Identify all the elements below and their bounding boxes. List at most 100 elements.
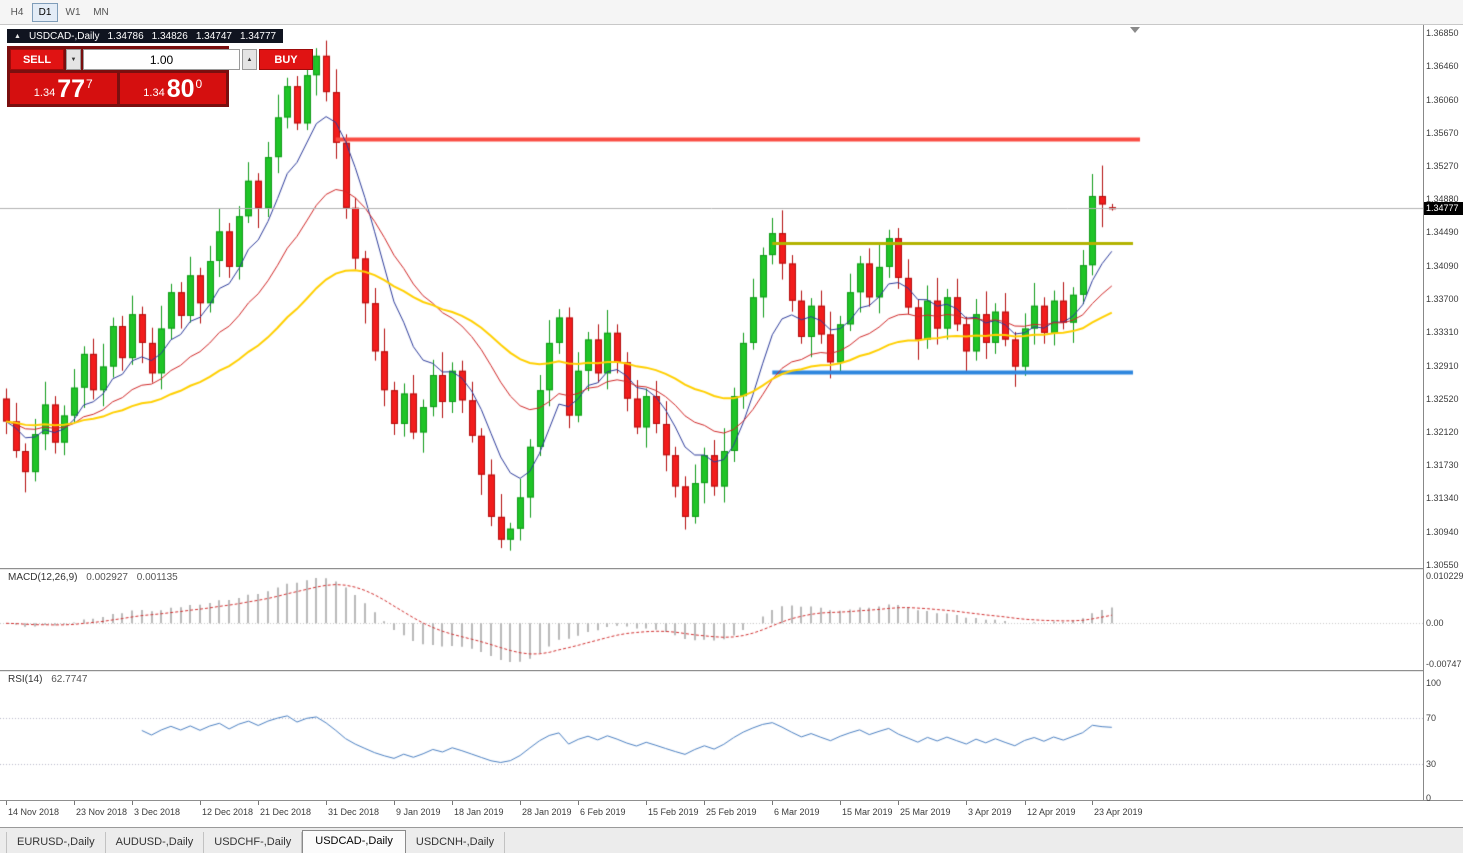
chevron-down-icon: ▼ bbox=[70, 56, 77, 63]
timeframe-toolbar: H4 D1 W1 MN bbox=[0, 0, 1463, 25]
date-axis-label: 3 Dec 2018 bbox=[134, 807, 181, 817]
price-axis-label: 1.33700 bbox=[1426, 294, 1459, 304]
price-axis-label: 1.35270 bbox=[1426, 161, 1459, 171]
price-axis-label: 1.36850 bbox=[1426, 28, 1459, 38]
date-axis-label: 9 Jan 2019 bbox=[396, 807, 441, 817]
macd-label: MACD(12,26,9) 0.002927 0.001135 bbox=[8, 572, 178, 583]
volume-input[interactable] bbox=[83, 49, 240, 70]
ohlc-high: 1.34826 bbox=[151, 30, 188, 42]
chevron-up-icon: ▲ bbox=[246, 56, 253, 63]
price-axis-label: 1.34490 bbox=[1426, 227, 1459, 237]
sell-price-main: 77 bbox=[57, 75, 86, 103]
current-price-badge: 1.34777 bbox=[1424, 202, 1463, 215]
timeframe-button-h4[interactable]: H4 bbox=[10, 6, 24, 18]
time-axis-tick bbox=[200, 801, 201, 805]
buy-price-big: 1.34 bbox=[143, 87, 165, 99]
date-axis-label: 25 Mar 2019 bbox=[900, 807, 951, 817]
time-axis-tick bbox=[840, 801, 841, 805]
date-axis-label: 12 Dec 2018 bbox=[202, 807, 254, 817]
time-axis-tick bbox=[74, 801, 75, 805]
tab-eurusd-daily[interactable]: EURUSD-,Daily bbox=[6, 832, 106, 853]
timeframe-button-w1[interactable]: W1 bbox=[65, 6, 81, 18]
tab-audusd-daily[interactable]: AUDUSD-,Daily bbox=[106, 832, 205, 853]
symbol-title: USDCAD-,Daily bbox=[28, 30, 100, 42]
price-axis-label: 1.32520 bbox=[1426, 394, 1459, 404]
macd-name: MACD(12,26,9) bbox=[8, 572, 78, 583]
panel-splitter[interactable] bbox=[0, 568, 1463, 570]
macd-value: 0.002927 bbox=[86, 572, 128, 583]
buy-price-display[interactable]: 1.34 80 0 bbox=[119, 73, 226, 104]
price-axis-label: 1.35670 bbox=[1426, 128, 1459, 138]
date-axis-label: 23 Apr 2019 bbox=[1094, 807, 1143, 817]
date-axis-label: 31 Dec 2018 bbox=[328, 807, 380, 817]
buy-button[interactable]: BUY bbox=[259, 49, 313, 70]
volume-increase-button[interactable]: ▲ bbox=[242, 49, 257, 70]
rsi-axis-label: 30 bbox=[1426, 759, 1437, 769]
time-axis-tick bbox=[258, 801, 259, 805]
ohlc-open: 1.34786 bbox=[107, 30, 144, 42]
price-axis[interactable]: 1.36850 1.36460 1.36060 1.35670 1.35270 1.348… bbox=[1423, 25, 1463, 803]
time-axis-tick bbox=[326, 801, 327, 805]
time-axis-tick bbox=[1025, 801, 1026, 805]
date-axis-label: 3 Apr 2019 bbox=[968, 807, 1012, 817]
ohlc-close: 1.34777 bbox=[239, 30, 277, 42]
price-axis-label: 1.34090 bbox=[1426, 261, 1459, 271]
time-axis-tick bbox=[394, 801, 395, 805]
rsi-name: RSI(14) bbox=[8, 674, 43, 685]
date-axis-label: 25 Feb 2019 bbox=[706, 807, 757, 817]
time-axis-tick bbox=[772, 801, 773, 805]
chart-tab-bar: EURUSD-,Daily AUDUSD-,Daily USDCHF-,Daily U… bbox=[0, 827, 1463, 853]
time-axis-tick bbox=[898, 801, 899, 805]
tab-usdcnh-daily[interactable]: USDCNH-,Daily bbox=[406, 832, 506, 853]
date-axis-label: 15 Mar 2019 bbox=[842, 807, 893, 817]
rsi-canvas[interactable] bbox=[0, 672, 1423, 800]
price-axis-label: 1.31340 bbox=[1426, 493, 1459, 503]
tab-usdcad-daily[interactable]: USDCAD-,Daily bbox=[302, 830, 406, 853]
rsi-axis-label: 100 bbox=[1426, 678, 1442, 688]
date-axis-label: 23 Nov 2018 bbox=[76, 807, 128, 817]
macd-canvas[interactable] bbox=[0, 570, 1423, 670]
macd-axis-label: 0.010229 bbox=[1426, 571, 1463, 581]
time-axis-tick bbox=[966, 801, 967, 805]
date-axis-label: 6 Mar 2019 bbox=[774, 807, 820, 817]
volume-decrease-button[interactable]: ▼ bbox=[66, 49, 81, 70]
timeframe-button-d1[interactable]: D1 bbox=[32, 2, 58, 22]
price-axis-label: 1.31730 bbox=[1426, 460, 1459, 470]
buy-price-sup: 0 bbox=[195, 77, 203, 91]
time-axis-tick bbox=[646, 801, 647, 805]
date-axis-label: 14 Nov 2018 bbox=[8, 807, 60, 817]
price-axis-label: 1.36060 bbox=[1426, 95, 1459, 105]
time-axis-tick bbox=[578, 801, 579, 805]
tab-usdchf-daily[interactable]: USDCHF-,Daily bbox=[204, 832, 303, 853]
time-axis-separator bbox=[0, 800, 1463, 801]
chart-shift-marker-icon[interactable] bbox=[1130, 27, 1140, 33]
time-axis-tick bbox=[704, 801, 705, 805]
panel-splitter[interactable] bbox=[0, 670, 1463, 672]
buy-price-main: 80 bbox=[166, 75, 195, 103]
trend-up-icon: ▲ bbox=[14, 32, 21, 40]
date-axis-label: 15 Feb 2019 bbox=[648, 807, 699, 817]
time-axis-tick bbox=[6, 801, 7, 805]
price-axis-label: 1.33310 bbox=[1426, 327, 1459, 337]
rsi-axis-label: 70 bbox=[1426, 713, 1437, 723]
rsi-label: RSI(14) 62.7747 bbox=[8, 674, 87, 685]
sell-price-sup: 7 bbox=[86, 77, 93, 91]
one-click-trade-panel: SELL ▼ ▲ BUY 1.34 77 7 1.34 80 0 bbox=[7, 46, 313, 107]
price-axis-label: 1.36460 bbox=[1426, 61, 1459, 71]
date-axis-label: 6 Feb 2019 bbox=[580, 807, 626, 817]
sell-button[interactable]: SELL bbox=[10, 49, 64, 70]
ohlc-low: 1.34747 bbox=[195, 30, 232, 42]
rsi-axis-label: 0 bbox=[1426, 793, 1432, 803]
price-chart-canvas[interactable] bbox=[0, 25, 1423, 568]
macd-axis-label: -0.00747 bbox=[1426, 659, 1462, 669]
time-axis[interactable]: 14 Nov 2018 23 Nov 2018 3 Dec 2018 12 Dec 2… bbox=[0, 801, 1423, 826]
macd-signal-value: 0.001135 bbox=[136, 572, 178, 583]
price-axis-label: 1.30940 bbox=[1426, 527, 1459, 537]
sell-price-display[interactable]: 1.34 77 7 bbox=[10, 73, 117, 104]
time-axis-tick bbox=[1092, 801, 1093, 805]
macd-axis-label: 0.00 bbox=[1426, 618, 1444, 628]
symbol-header: ▲ USDCAD-,Daily 1.34786 1.34826 1.34747 … bbox=[7, 29, 284, 43]
date-axis-label: 12 Apr 2019 bbox=[1027, 807, 1076, 817]
timeframe-button-mn[interactable]: MN bbox=[93, 6, 109, 18]
